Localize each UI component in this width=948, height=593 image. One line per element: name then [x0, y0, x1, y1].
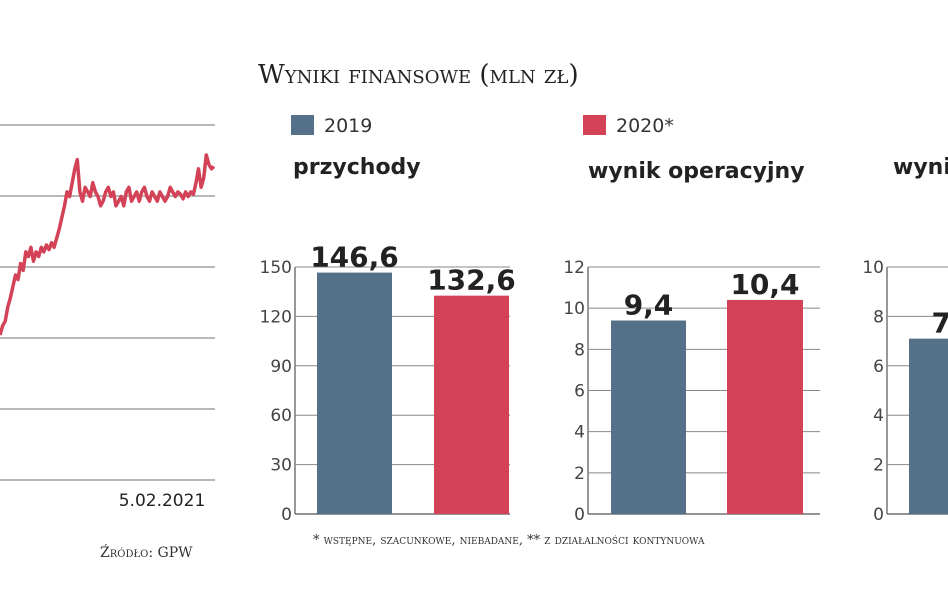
financial-title: Wyniki finansowe (mln zł): [258, 60, 579, 90]
y-tick-label: 8: [574, 340, 585, 360]
y-tick-label: 150: [260, 258, 292, 278]
y-tick-label: 6: [574, 382, 585, 402]
y-tick-label: 120: [260, 307, 292, 327]
y-tick-label: 0: [574, 505, 585, 525]
bar-value-label: 10,4: [730, 268, 799, 301]
y-tick-label: 2: [873, 456, 884, 476]
bar-value-label: 7,: [931, 307, 948, 340]
y-tick-label: 0: [281, 505, 292, 525]
legend-swatch-2019: [291, 115, 314, 135]
source-note: Źródło: GPW: [100, 543, 193, 561]
bar-panel-przychody: przychody 0 30 60 90 120 150 146,6 132,6: [260, 155, 516, 525]
bar-value-label: 9,4: [624, 289, 674, 322]
y-tick-label: 30: [270, 456, 292, 476]
bar-panel-wynik-netto: wyni 0 2 4 6 8 10 7,: [862, 155, 948, 525]
bar-2020: [434, 295, 509, 514]
y-tick-label: 90: [270, 357, 292, 377]
stock-price-panel: [0, 124, 216, 481]
bar-2019: [317, 272, 392, 514]
panel-title: wynik operacyjny: [588, 159, 805, 184]
y-tick-label: 2: [574, 464, 585, 484]
bar-2019: [611, 320, 686, 514]
bar-panel-wynik-operacyjny: wynik operacyjny 0 2 4 6 8 10 12 9,4 10,4: [563, 159, 820, 525]
stock-x-end-label: 5.02.2021: [119, 491, 206, 511]
bar-value-label: 132,6: [427, 264, 516, 297]
y-tick-label: 4: [574, 423, 585, 443]
y-tick-label: 60: [270, 406, 292, 426]
y-tick-label: 4: [873, 406, 884, 426]
y-tick-label: 6: [873, 357, 884, 377]
stock-price-line: [0, 153, 216, 336]
bar-2019: [909, 338, 948, 514]
footnote: * wstępne, szacunkowe, niebadane, ** z d…: [313, 533, 705, 548]
bar-2020: [727, 299, 803, 514]
y-tick-label: 8: [873, 307, 884, 327]
legend-swatch-2020: [583, 115, 606, 135]
y-tick-label: 10: [862, 258, 884, 278]
y-tick-label: 12: [563, 258, 585, 278]
y-tick-label: 0: [873, 505, 884, 525]
panel-title: wyni: [893, 155, 948, 180]
bar-value-label: 146,6: [310, 241, 399, 274]
y-tick-label: 10: [563, 299, 585, 319]
panel-title: przychody: [293, 155, 421, 180]
legend: 2019 2020*: [291, 115, 674, 137]
legend-label-2019: 2019: [324, 115, 372, 137]
legend-label-2020: 2020*: [616, 115, 674, 137]
